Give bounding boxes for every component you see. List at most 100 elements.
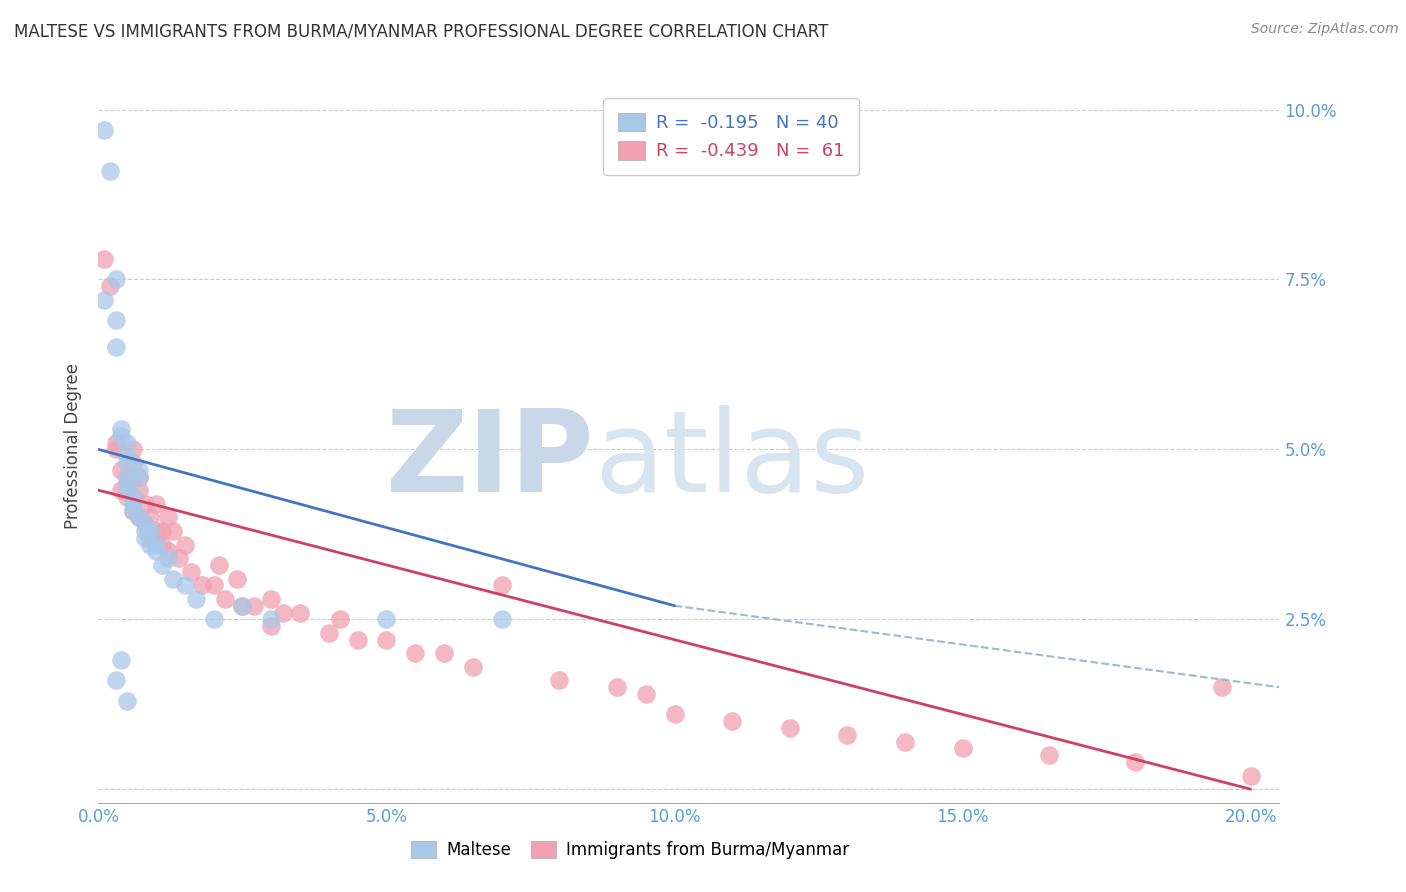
Point: [461, 660, 484, 674]
Point: [139, 531, 162, 545]
Point: [180, 565, 202, 579]
Point: [150, 537, 173, 551]
Point: [145, 524, 167, 538]
Point: [721, 714, 744, 729]
Point: [260, 591, 283, 606]
Point: [156, 544, 179, 558]
Legend: Maltese, Immigrants from Burma/Myanmar: Maltese, Immigrants from Burma/Myanmar: [404, 834, 856, 866]
Point: [122, 490, 145, 504]
Point: [491, 578, 513, 592]
Point: [104, 272, 127, 286]
Text: MALTESE VS IMMIGRANTS FROM BURMA/MYANMAR PROFESSIONAL DEGREE CORRELATION CHART: MALTESE VS IMMIGRANTS FROM BURMA/MYANMAR…: [14, 22, 828, 40]
Point: [134, 524, 156, 538]
Point: [271, 606, 294, 620]
Point: [145, 537, 167, 551]
Point: [173, 537, 195, 551]
Point: [115, 694, 138, 708]
Point: [104, 435, 127, 450]
Point: [122, 456, 145, 470]
Point: [191, 578, 214, 592]
Point: [162, 524, 184, 538]
Point: [134, 497, 156, 511]
Text: ZIP: ZIP: [387, 405, 595, 516]
Point: [145, 497, 167, 511]
Point: [98, 279, 121, 293]
Point: [128, 510, 150, 524]
Point: [122, 503, 145, 517]
Point: [104, 313, 127, 327]
Point: [93, 123, 115, 137]
Point: [260, 612, 283, 626]
Point: [162, 572, 184, 586]
Text: Source: ZipAtlas.com: Source: ZipAtlas.com: [1251, 22, 1399, 37]
Point: [288, 606, 311, 620]
Point: [779, 721, 801, 735]
Point: [104, 341, 127, 355]
Point: [110, 422, 132, 436]
Point: [318, 626, 340, 640]
Point: [491, 612, 513, 626]
Text: atlas: atlas: [595, 405, 870, 516]
Point: [173, 578, 195, 592]
Point: [115, 449, 138, 463]
Point: [634, 687, 657, 701]
Point: [243, 599, 266, 613]
Point: [894, 734, 917, 748]
Point: [98, 163, 121, 178]
Point: [104, 673, 127, 688]
Y-axis label: Professional Degree: Professional Degree: [65, 363, 83, 529]
Point: [186, 591, 208, 606]
Point: [837, 728, 859, 742]
Point: [139, 537, 162, 551]
Point: [122, 503, 145, 517]
Point: [110, 483, 132, 498]
Point: [134, 517, 156, 532]
Point: [375, 632, 398, 647]
Point: [606, 680, 628, 694]
Point: [115, 435, 138, 450]
Point: [128, 469, 150, 483]
Point: [115, 456, 138, 470]
Point: [115, 490, 138, 504]
Point: [139, 510, 162, 524]
Point: [1038, 748, 1060, 763]
Point: [110, 653, 132, 667]
Point: [139, 524, 162, 538]
Point: [202, 578, 225, 592]
Point: [122, 442, 145, 457]
Point: [93, 293, 115, 307]
Point: [110, 429, 132, 443]
Point: [1125, 755, 1147, 769]
Point: [104, 442, 127, 457]
Point: [231, 599, 253, 613]
Point: [433, 646, 456, 660]
Point: [260, 619, 283, 633]
Point: [150, 524, 173, 538]
Point: [1211, 680, 1233, 694]
Point: [329, 612, 352, 626]
Point: [231, 599, 253, 613]
Point: [134, 517, 156, 532]
Point: [346, 632, 368, 647]
Point: [128, 463, 150, 477]
Point: [1240, 769, 1263, 783]
Point: [225, 572, 247, 586]
Point: [404, 646, 426, 660]
Point: [214, 591, 236, 606]
Point: [145, 544, 167, 558]
Point: [952, 741, 974, 756]
Point: [115, 483, 138, 498]
Point: [156, 551, 179, 566]
Point: [93, 252, 115, 266]
Point: [208, 558, 231, 572]
Point: [115, 469, 138, 483]
Point: [134, 531, 156, 545]
Point: [122, 497, 145, 511]
Point: [128, 469, 150, 483]
Point: [115, 483, 138, 498]
Point: [548, 673, 571, 688]
Point: [128, 510, 150, 524]
Point: [110, 463, 132, 477]
Point: [167, 551, 190, 566]
Point: [115, 469, 138, 483]
